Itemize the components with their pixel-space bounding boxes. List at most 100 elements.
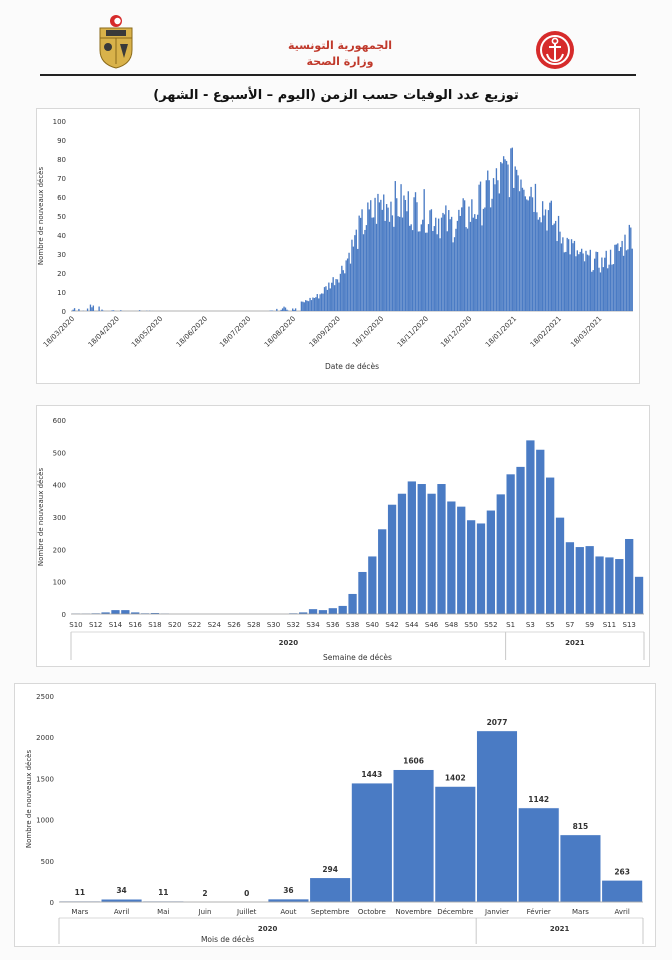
x-tick-label: Décembre bbox=[437, 908, 473, 916]
bar bbox=[452, 242, 454, 311]
x-tick-label: 18/03/2021 bbox=[569, 315, 603, 349]
y-tick-label: 100 bbox=[53, 579, 66, 587]
bar bbox=[300, 301, 303, 311]
bar bbox=[351, 782, 393, 903]
x-tick-label: 18/06/2020 bbox=[175, 315, 209, 349]
bar bbox=[614, 244, 616, 311]
data-label: 11 bbox=[75, 888, 85, 897]
x-tick-label: S24 bbox=[208, 621, 222, 629]
bar bbox=[589, 249, 592, 311]
bar bbox=[585, 250, 587, 311]
bar bbox=[286, 309, 288, 311]
bar bbox=[380, 199, 382, 311]
x-tick-label: S16 bbox=[129, 621, 143, 629]
bar bbox=[606, 268, 609, 311]
bar bbox=[580, 248, 583, 311]
bar bbox=[112, 310, 115, 311]
bar bbox=[466, 520, 476, 614]
bar bbox=[392, 769, 435, 903]
group-label: 2021 bbox=[550, 925, 570, 933]
bar bbox=[523, 189, 525, 311]
bar bbox=[442, 212, 444, 311]
bar bbox=[121, 610, 130, 614]
bar bbox=[101, 309, 103, 311]
bar bbox=[283, 306, 285, 311]
bar bbox=[138, 310, 141, 311]
bar bbox=[618, 250, 620, 311]
data-label: 2077 bbox=[487, 718, 508, 727]
bar bbox=[576, 250, 579, 311]
bar bbox=[625, 250, 628, 311]
bar bbox=[567, 239, 570, 311]
x-tick-label: Janvier bbox=[484, 908, 509, 916]
bar bbox=[486, 510, 496, 614]
bar bbox=[604, 257, 606, 311]
bar bbox=[341, 265, 343, 311]
x-tick-label: S1 bbox=[506, 621, 515, 629]
bar bbox=[364, 229, 366, 311]
bar bbox=[429, 210, 431, 311]
bar bbox=[331, 282, 333, 311]
bar bbox=[527, 200, 529, 311]
bar bbox=[307, 301, 310, 311]
bar bbox=[463, 200, 466, 311]
bar bbox=[608, 264, 610, 311]
bar bbox=[398, 216, 401, 311]
bar bbox=[403, 195, 405, 311]
bar bbox=[342, 270, 344, 311]
y-tick-label: 500 bbox=[41, 858, 54, 866]
data-label: 1606 bbox=[403, 757, 424, 766]
bar bbox=[575, 256, 577, 311]
x-tick-label: S34 bbox=[306, 621, 320, 629]
bar bbox=[526, 199, 528, 311]
x-tick-label: Mai bbox=[157, 908, 169, 916]
bar bbox=[446, 231, 448, 311]
bar bbox=[338, 605, 347, 614]
bar bbox=[390, 201, 392, 311]
bar bbox=[598, 267, 600, 311]
x-tick-label: 18/07/2020 bbox=[218, 315, 252, 349]
bar bbox=[388, 221, 391, 311]
bar bbox=[440, 217, 443, 311]
data-label: 2 bbox=[202, 889, 207, 898]
y-axis-title: Nombre de nouveaux décès bbox=[37, 468, 45, 567]
bar bbox=[326, 289, 329, 311]
bar bbox=[348, 252, 350, 311]
bar bbox=[615, 559, 624, 614]
bar bbox=[612, 264, 615, 311]
bar bbox=[414, 192, 417, 311]
x-axis-title: Date de décès bbox=[325, 362, 379, 371]
bar bbox=[387, 207, 389, 311]
bar bbox=[424, 232, 427, 311]
bar bbox=[462, 198, 464, 311]
x-tick-label: S9 bbox=[585, 621, 594, 629]
bar bbox=[89, 304, 92, 311]
bar bbox=[423, 189, 425, 311]
bar bbox=[550, 200, 552, 311]
monthly-deaths-chart: 0 500 1000 1500 2000 2500 Nombre de nouveaux d… bbox=[25, 693, 644, 944]
x-tick-label: S40 bbox=[366, 621, 379, 629]
bar bbox=[563, 252, 565, 311]
bar bbox=[560, 243, 563, 311]
bar bbox=[397, 493, 407, 614]
bar bbox=[276, 308, 278, 311]
bar bbox=[536, 212, 538, 311]
bar bbox=[293, 309, 295, 311]
bar bbox=[546, 230, 548, 311]
bar bbox=[280, 309, 282, 311]
y-tick-label: 50 bbox=[57, 213, 66, 221]
bar bbox=[543, 215, 545, 311]
bar bbox=[466, 228, 469, 311]
daily-deaths-chart: 0 10 20 30 40 50 60 70 80 90 100 Nombre de nouveaux… bbox=[37, 118, 633, 371]
ministry-line-2: وزارة الصحة bbox=[306, 55, 374, 68]
bar bbox=[459, 215, 461, 311]
bar bbox=[555, 517, 565, 614]
bar bbox=[86, 308, 89, 311]
bar bbox=[404, 199, 407, 311]
bar bbox=[292, 308, 294, 311]
bar bbox=[385, 204, 388, 311]
y-tick-label: 1000 bbox=[36, 817, 54, 825]
bar bbox=[348, 593, 357, 614]
bar bbox=[500, 162, 502, 311]
group-label: 2020 bbox=[279, 639, 299, 647]
